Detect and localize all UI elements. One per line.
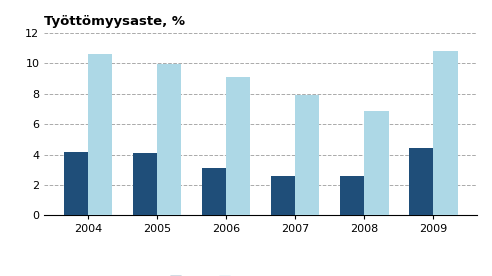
Bar bbox=[340, 176, 365, 215]
Bar bbox=[157, 64, 182, 215]
Bar bbox=[295, 95, 319, 215]
Bar bbox=[133, 153, 157, 215]
Bar bbox=[88, 54, 112, 215]
Bar bbox=[202, 168, 226, 215]
Bar bbox=[271, 176, 295, 215]
Bar bbox=[409, 148, 433, 215]
Text: Työttömyysaste, %: Työttömyysaste, % bbox=[44, 15, 185, 28]
Bar bbox=[365, 111, 389, 215]
Bar bbox=[64, 152, 88, 215]
Bar bbox=[433, 51, 458, 215]
Bar bbox=[226, 77, 250, 215]
